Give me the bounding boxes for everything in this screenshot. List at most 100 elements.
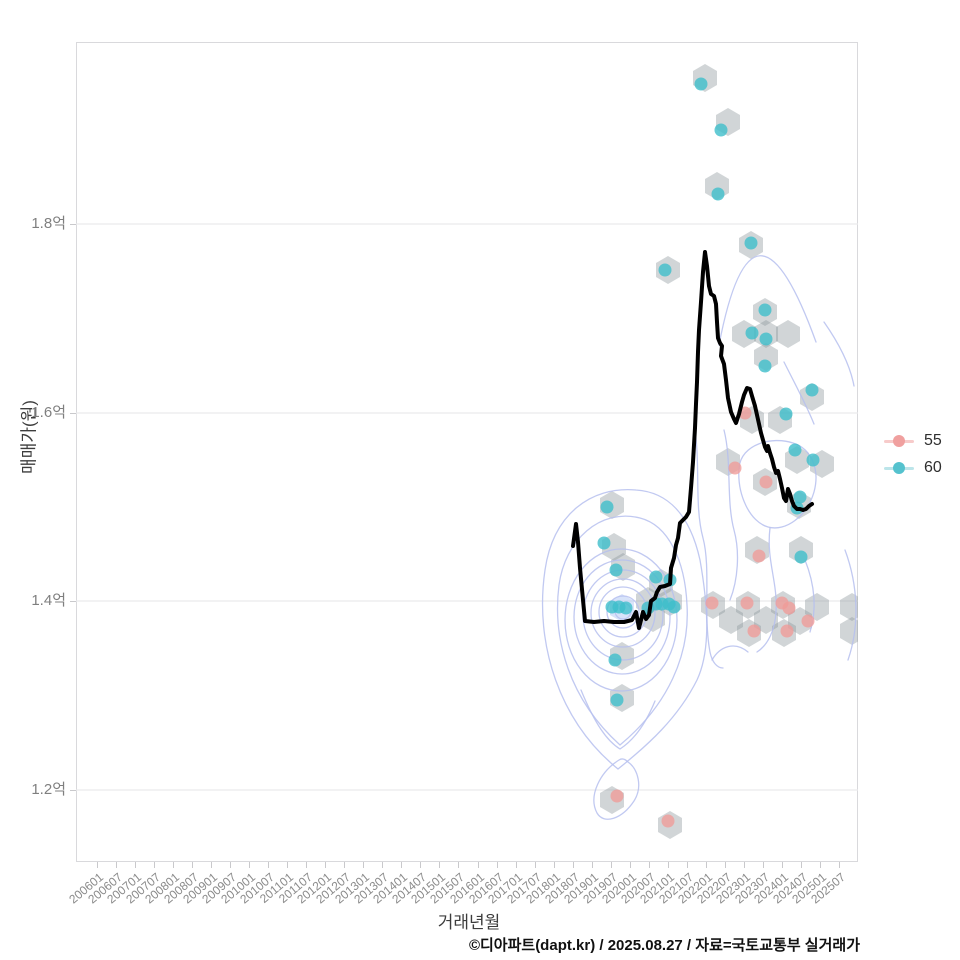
x-tick-mark: [668, 862, 669, 868]
density-contour: [693, 423, 724, 669]
density-contour: [711, 645, 749, 661]
hexbin-cell: [805, 593, 829, 621]
series-60-point[interactable]: [794, 550, 808, 564]
series-55-point[interactable]: [759, 475, 773, 489]
series-60-point[interactable]: [658, 263, 672, 277]
series-60-point[interactable]: [619, 601, 633, 615]
series-60-point[interactable]: [806, 453, 820, 467]
x-tick-mark: [420, 862, 422, 868]
y-tick-label: 1.8억: [31, 215, 66, 232]
x-tick-mark: [96, 862, 98, 868]
series-60-point[interactable]: [600, 500, 614, 514]
density-contour: [844, 549, 857, 661]
x-axis-title: 거래년월: [437, 913, 501, 932]
series-55-point[interactable]: [610, 789, 624, 803]
x-tick-mark: [344, 862, 346, 868]
legend-marker-icon: [884, 462, 914, 474]
x-tick-mark: [363, 862, 365, 868]
x-tick-mark: [191, 862, 193, 868]
x-tick-mark: [801, 862, 803, 868]
x-tick-mark: [248, 862, 250, 868]
x-tick-mark: [706, 862, 708, 868]
series-55-point[interactable]: [801, 614, 815, 628]
legend-dot-sample: [893, 435, 905, 447]
hexbin-cell: [788, 607, 812, 635]
y-tick-label: 1.2억: [31, 781, 66, 798]
x-tick-mark: [134, 862, 136, 868]
series-60-point[interactable]: [610, 693, 624, 707]
y-tick-mark: [70, 224, 76, 225]
x-tick-mark: [820, 862, 822, 868]
x-tick-mark: [515, 862, 517, 868]
series-60-point[interactable]: [779, 407, 793, 421]
density-contour: [723, 429, 739, 601]
density-contour: [564, 548, 678, 692]
series-60-point[interactable]: [744, 236, 758, 250]
x-tick-mark: [229, 862, 231, 868]
series-60-point[interactable]: [788, 443, 802, 457]
x-tick-mark: [648, 862, 650, 868]
gridline-layer: [76, 223, 858, 791]
series-60-point[interactable]: [667, 600, 681, 614]
x-tick-mark: [306, 862, 308, 868]
series-55-point[interactable]: [747, 624, 761, 638]
density-contour: [590, 578, 656, 648]
density-contour: [593, 758, 640, 820]
legend-item-60[interactable]: 60: [884, 459, 942, 477]
series-60-point[interactable]: [608, 653, 622, 667]
density-contour: [738, 439, 817, 529]
density-contour: [718, 255, 817, 346]
x-tick-mark: [115, 862, 117, 868]
x-tick-mark: [267, 862, 269, 868]
series-55-point[interactable]: [705, 596, 719, 610]
series-55-point[interactable]: [740, 596, 754, 610]
x-tick-mark: [287, 862, 288, 868]
legend: 55 60: [884, 432, 942, 477]
x-tick-mark: [401, 862, 403, 868]
series-55-point[interactable]: [780, 624, 794, 638]
series-60-point[interactable]: [758, 359, 772, 373]
legend-label: 55: [924, 432, 942, 449]
series-60-point[interactable]: [793, 490, 807, 504]
x-tick-mark: [210, 862, 212, 868]
x-tick-mark: [553, 862, 555, 868]
hexbin-cell: [719, 606, 743, 634]
density-contour: [556, 515, 688, 746]
series-55-point[interactable]: [752, 549, 766, 563]
density-contour: [756, 527, 777, 653]
series-60-point[interactable]: [694, 77, 708, 91]
x-tick-mark: [572, 862, 574, 868]
density-contour: [573, 559, 671, 675]
legend-label: 60: [924, 459, 942, 476]
legend-item-55[interactable]: 55: [884, 432, 942, 450]
series-60-point[interactable]: [758, 303, 772, 317]
series-60-point[interactable]: [805, 383, 819, 397]
x-tick-mark: [325, 862, 327, 868]
series-60-point[interactable]: [711, 187, 725, 201]
series-55-point[interactable]: [728, 461, 742, 475]
x-tick-mark: [839, 862, 841, 868]
series-60-layer: [597, 77, 820, 707]
x-tick-mark: [458, 862, 460, 868]
series-60-point[interactable]: [714, 123, 728, 137]
series-60-point[interactable]: [609, 563, 623, 577]
series-55-point[interactable]: [661, 814, 675, 828]
legend-marker-icon: [884, 435, 914, 447]
x-tick-mark: [610, 862, 612, 868]
x-tick-mark: [629, 862, 631, 868]
series-60-point[interactable]: [649, 570, 663, 584]
x-tick-mark: [687, 862, 689, 868]
trend-line-layer: [571, 250, 814, 630]
x-tick-mark: [534, 862, 536, 868]
source-caption: ©디아파트(dapt.kr) / 2025.08.27 / 자료=국토교통부 실…: [468, 937, 860, 954]
series-60-point[interactable]: [745, 326, 759, 340]
x-tick-mark: [382, 862, 384, 868]
series-60-point[interactable]: [597, 536, 611, 550]
x-tick-mark: [591, 862, 593, 868]
series-55-point[interactable]: [782, 601, 796, 615]
density-contour: [823, 321, 855, 387]
density-contour: [606, 595, 640, 629]
y-tick-label: 1.6억: [31, 404, 66, 421]
series-60-point[interactable]: [759, 332, 773, 346]
